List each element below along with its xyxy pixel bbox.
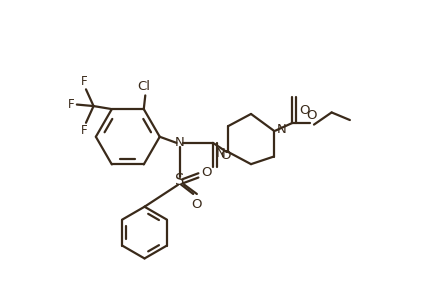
Text: F: F <box>68 98 74 111</box>
Text: Cl: Cl <box>137 80 150 93</box>
Text: N: N <box>215 147 225 160</box>
Text: N: N <box>277 123 287 136</box>
Text: F: F <box>81 75 88 88</box>
Text: N: N <box>175 136 184 149</box>
Text: O: O <box>221 149 231 161</box>
Text: O: O <box>191 198 202 211</box>
Text: F: F <box>81 124 88 137</box>
Text: O: O <box>300 104 310 117</box>
Text: S: S <box>175 173 184 188</box>
Text: O: O <box>307 109 317 122</box>
Text: O: O <box>202 166 212 179</box>
